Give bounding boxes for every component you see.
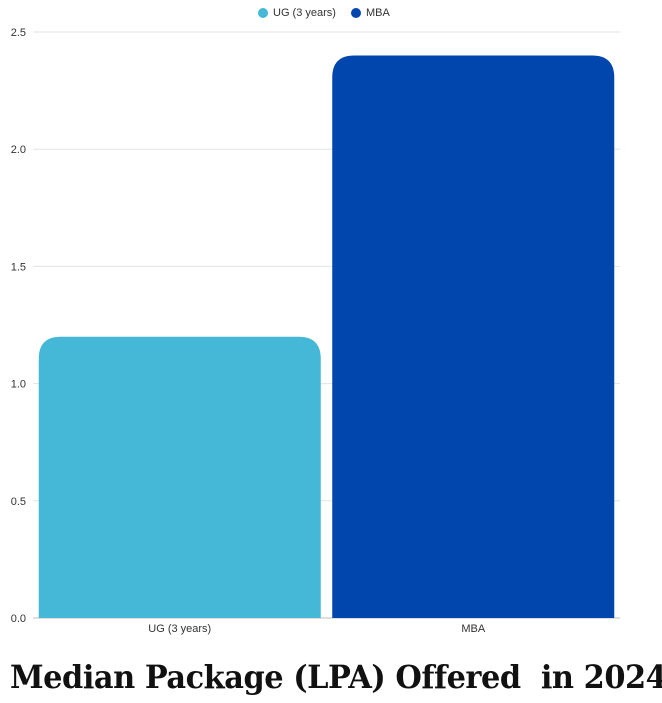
y-tick-label: 0.5 xyxy=(11,496,26,508)
y-tick-label: 2.5 xyxy=(11,27,26,39)
bar-chart: UG (3 years) MBA 0.0 0.5 1.0 1.5 2.0 2.5 UG (3… xyxy=(11,7,620,635)
y-tick-label: 1.5 xyxy=(11,261,26,273)
legend: UG (3 years) MBA xyxy=(258,7,391,19)
x-tick-label: UG (3 years) xyxy=(148,623,211,635)
y-axis: 0.0 0.5 1.0 1.5 2.0 2.5 xyxy=(11,27,26,625)
legend-label: MBA xyxy=(366,7,391,19)
bar-ug-3-years xyxy=(38,336,321,618)
y-tick-label: 2.0 xyxy=(11,144,26,156)
bar-mba xyxy=(332,55,615,618)
x-axis: UG (3 years) MBA xyxy=(148,623,486,635)
chart-title: Median Package (LPA) Offered in 2024 xyxy=(10,658,662,696)
y-tick-label: 0.0 xyxy=(11,613,26,625)
legend-marker xyxy=(351,8,361,18)
x-tick-label: MBA xyxy=(461,623,486,635)
legend-marker xyxy=(258,8,268,18)
y-tick-label: 1.0 xyxy=(11,379,26,391)
bars xyxy=(38,55,615,618)
legend-label: UG (3 years) xyxy=(273,7,336,19)
